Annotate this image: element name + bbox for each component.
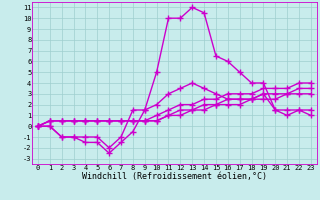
X-axis label: Windchill (Refroidissement éolien,°C): Windchill (Refroidissement éolien,°C) [82, 172, 267, 181]
